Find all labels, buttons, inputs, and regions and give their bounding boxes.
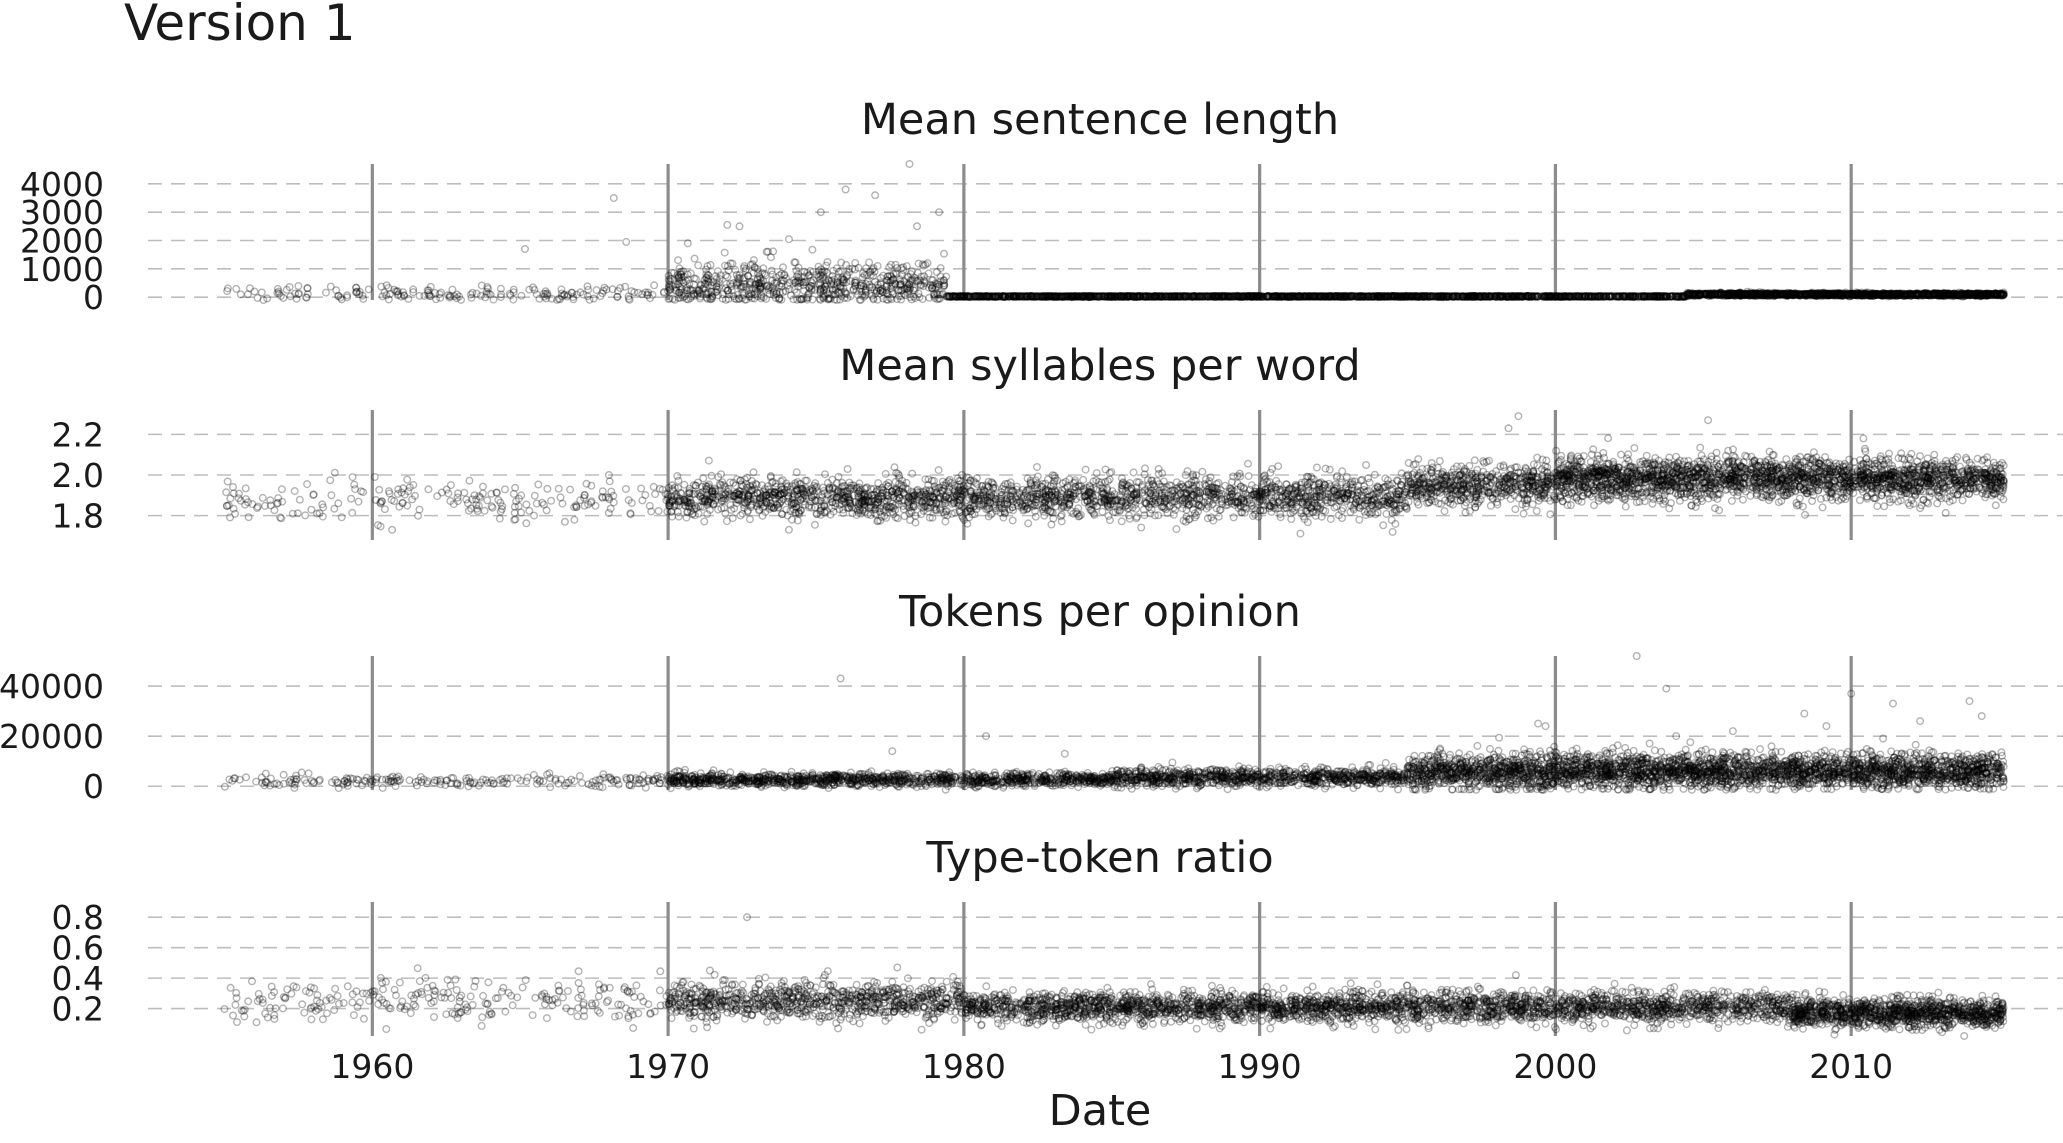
point xyxy=(333,287,340,294)
point xyxy=(466,477,473,484)
point xyxy=(691,255,698,262)
point xyxy=(484,497,491,504)
y-tick-label: 2.0 xyxy=(52,456,104,495)
point xyxy=(331,505,338,512)
point xyxy=(295,283,302,290)
point xyxy=(652,491,659,498)
point xyxy=(941,250,948,257)
point xyxy=(461,489,468,496)
point xyxy=(348,495,355,502)
point xyxy=(502,486,509,493)
point xyxy=(655,508,662,515)
panel-2: Mean syllables per word 1.82.02.2 xyxy=(52,341,2063,540)
point xyxy=(724,274,731,281)
figure-title: Version 1 xyxy=(124,0,356,52)
point xyxy=(404,476,411,483)
point xyxy=(323,289,330,296)
point xyxy=(254,295,261,302)
point xyxy=(327,477,334,484)
outlier-point xyxy=(786,236,793,243)
y-tick-label: 4000 xyxy=(20,165,104,204)
point xyxy=(328,492,335,499)
outlier-point xyxy=(611,195,618,202)
point xyxy=(721,249,728,256)
data-points xyxy=(224,161,2007,304)
panels: Mean sentence length01000200030004000Mea… xyxy=(0,95,2063,1086)
point xyxy=(531,512,538,519)
point xyxy=(260,495,267,502)
point xyxy=(639,497,646,504)
point xyxy=(535,481,542,488)
panel-title: Mean sentence length xyxy=(861,95,1339,145)
point xyxy=(623,486,630,493)
point xyxy=(297,496,304,503)
point xyxy=(638,485,645,492)
point xyxy=(532,492,539,499)
point xyxy=(291,488,298,495)
point xyxy=(695,262,702,269)
point xyxy=(543,507,550,514)
point xyxy=(934,269,941,276)
point xyxy=(224,478,231,485)
point xyxy=(562,519,569,526)
point xyxy=(548,498,555,505)
point xyxy=(279,486,286,493)
point xyxy=(382,506,389,513)
point xyxy=(567,486,574,493)
point xyxy=(518,509,525,516)
point xyxy=(866,259,873,266)
outlier-point xyxy=(522,246,529,253)
point xyxy=(480,483,487,490)
point xyxy=(302,512,309,519)
point xyxy=(227,495,234,502)
point xyxy=(675,257,682,264)
point xyxy=(651,282,658,289)
y-tick-label: 1.8 xyxy=(52,497,104,536)
outlier-point xyxy=(623,239,630,246)
point xyxy=(425,486,432,493)
point xyxy=(512,485,519,492)
point xyxy=(593,287,600,294)
point xyxy=(650,484,657,491)
point xyxy=(455,490,462,497)
point xyxy=(590,295,597,302)
point xyxy=(376,487,383,494)
point xyxy=(349,510,356,517)
outlier-point xyxy=(736,223,743,230)
point xyxy=(481,508,488,515)
point xyxy=(304,481,311,488)
point xyxy=(251,288,258,295)
point xyxy=(518,292,525,299)
point xyxy=(809,246,816,253)
point xyxy=(351,481,358,488)
point xyxy=(271,507,278,514)
point xyxy=(523,520,530,527)
point xyxy=(448,482,455,489)
outlier-point xyxy=(914,223,921,230)
point xyxy=(555,485,562,492)
point xyxy=(606,478,613,485)
point xyxy=(559,500,566,507)
point xyxy=(349,474,356,481)
point xyxy=(523,501,530,508)
point xyxy=(223,489,230,496)
outlier-point xyxy=(872,192,879,199)
outlier-point xyxy=(724,222,731,229)
point xyxy=(230,484,237,491)
point xyxy=(544,486,551,493)
point xyxy=(571,517,578,524)
point xyxy=(247,285,254,292)
y-tick-label: 2.2 xyxy=(52,415,104,454)
point xyxy=(416,506,423,513)
panel-title: Mean syllables per word xyxy=(839,341,1360,391)
point xyxy=(355,498,362,505)
outlier-point xyxy=(906,161,913,168)
outlier-point xyxy=(842,186,849,193)
point xyxy=(242,485,249,492)
